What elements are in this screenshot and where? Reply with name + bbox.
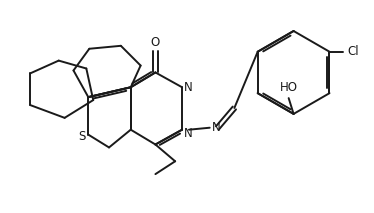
Text: HO: HO: [280, 81, 298, 94]
Text: O: O: [151, 36, 160, 49]
Text: Cl: Cl: [347, 45, 359, 58]
Text: N: N: [212, 121, 220, 134]
Text: N: N: [184, 127, 193, 140]
Text: S: S: [78, 130, 85, 143]
Text: N: N: [184, 81, 193, 94]
